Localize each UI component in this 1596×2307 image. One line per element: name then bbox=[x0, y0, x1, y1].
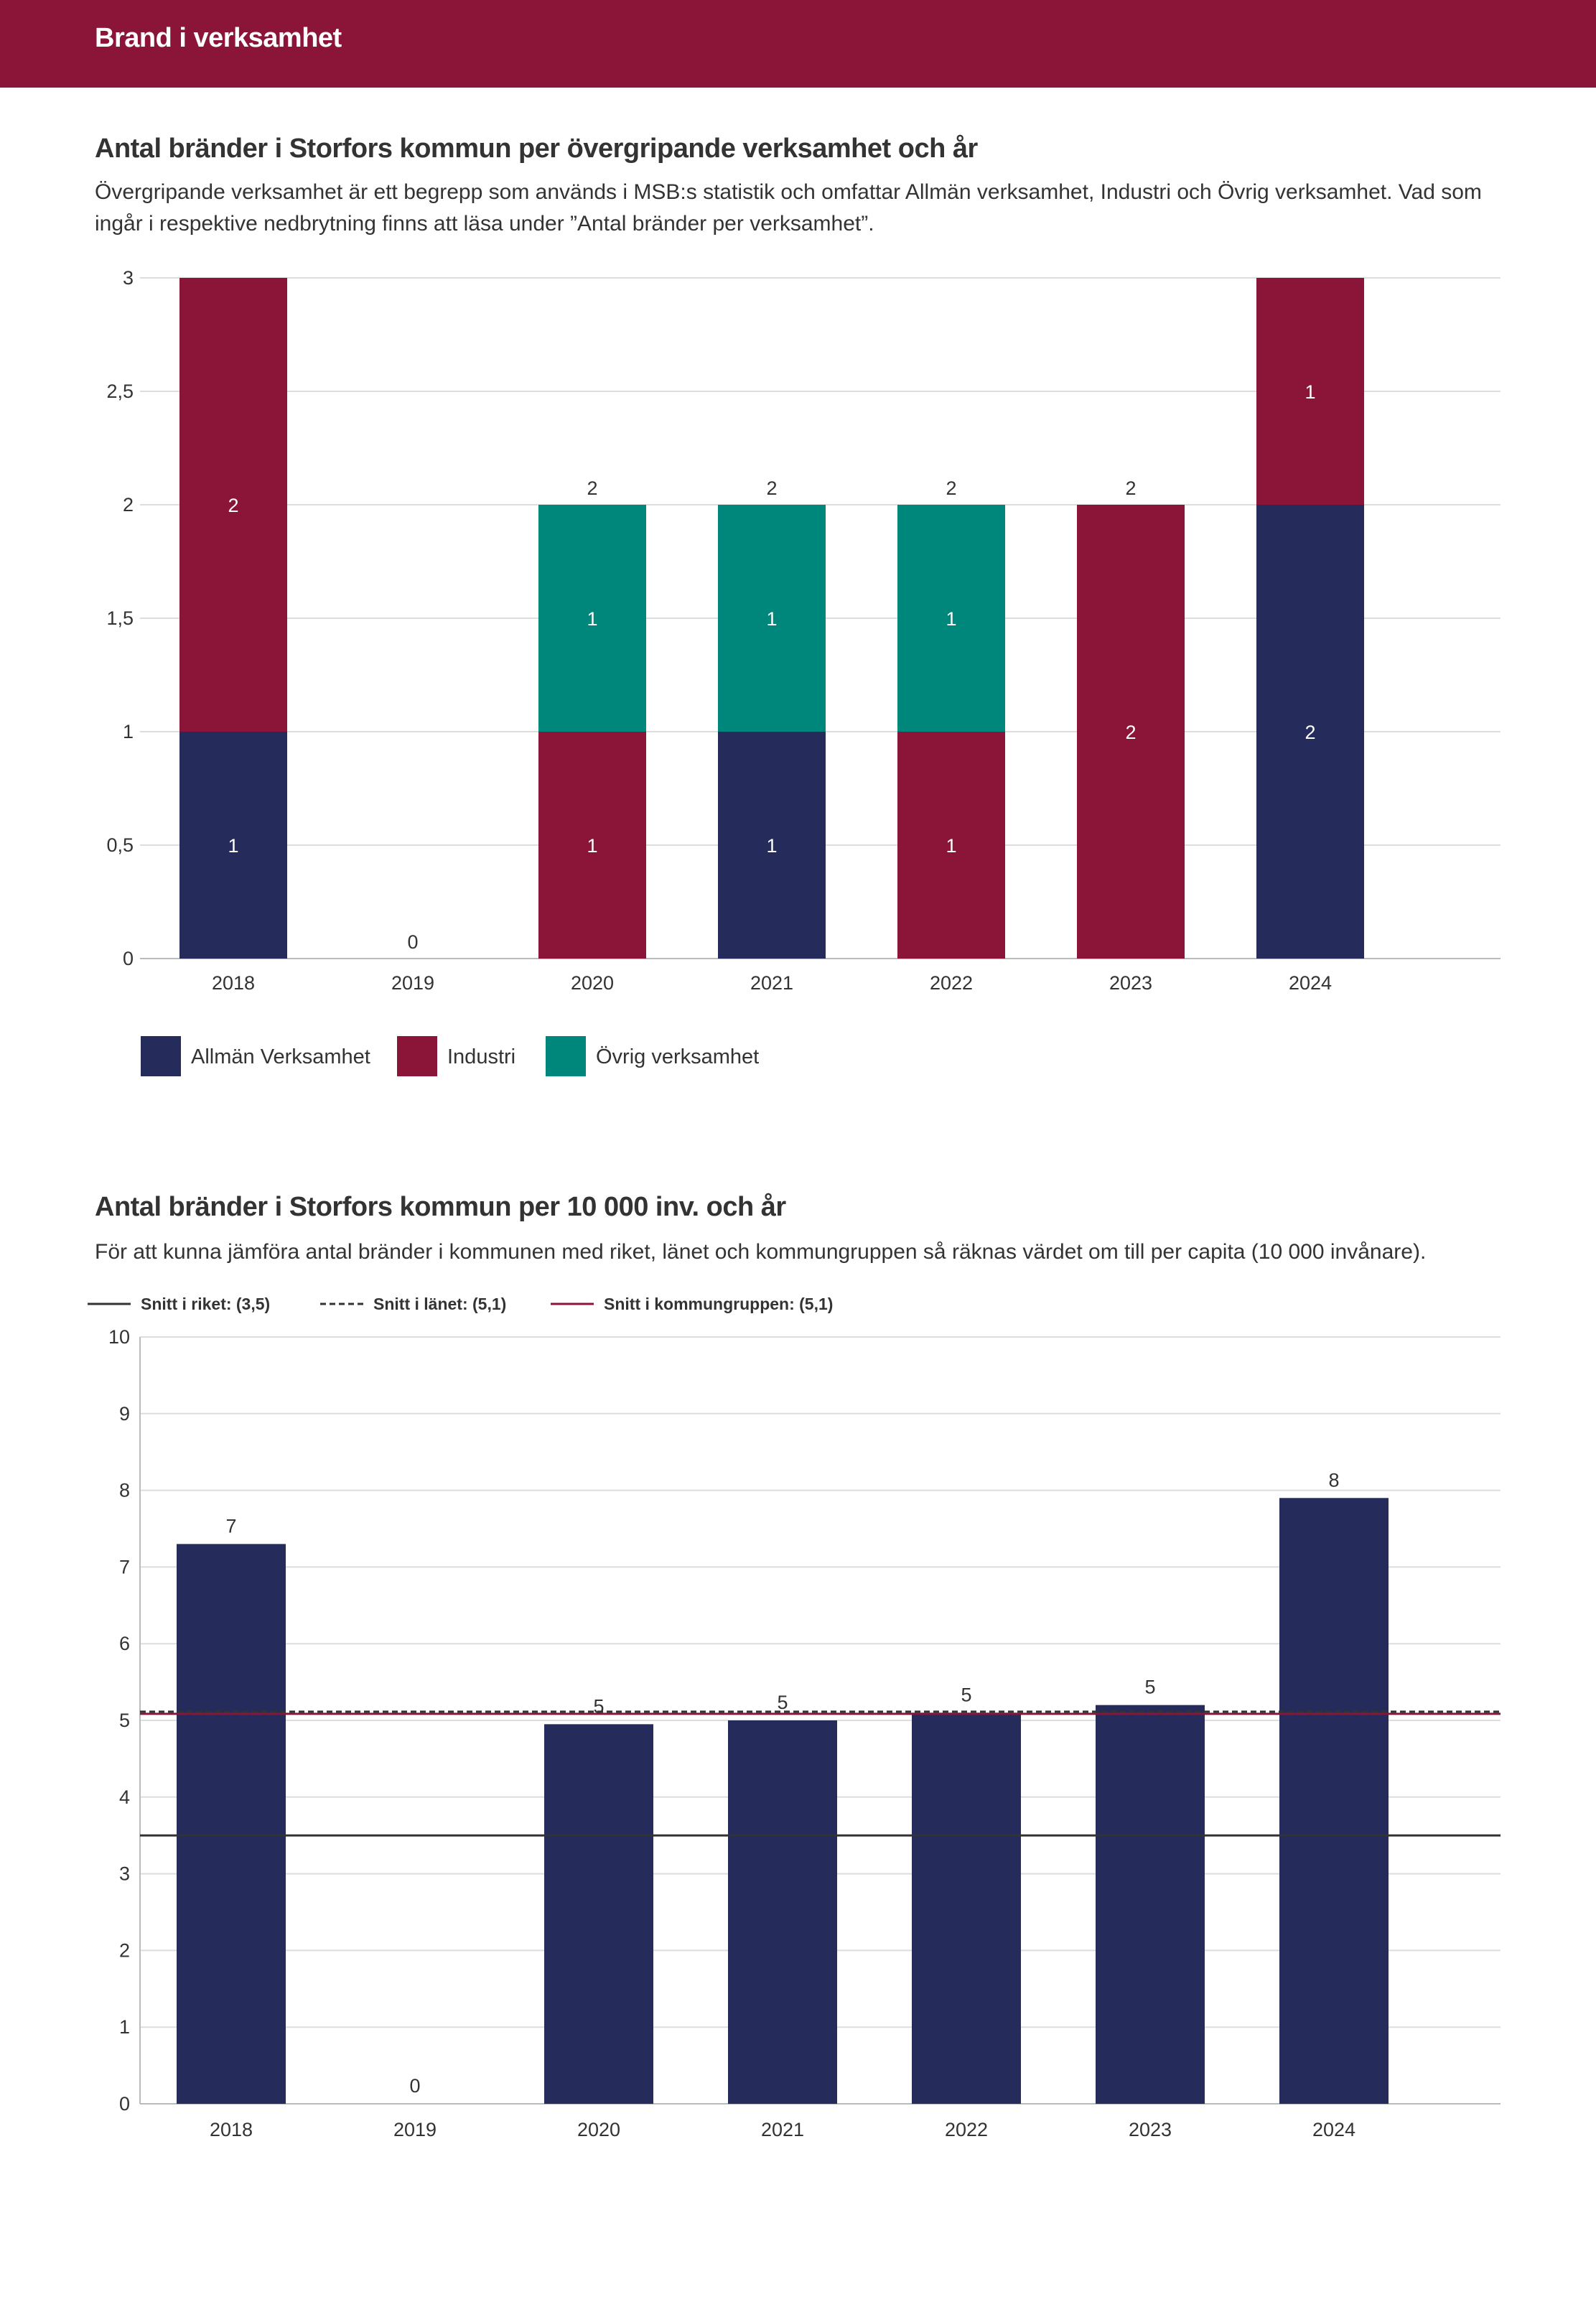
bar-segment bbox=[538, 505, 646, 732]
reference-legend-label: Snitt i länet: (5,1) bbox=[373, 1295, 506, 1313]
y-tick-label: 5 bbox=[119, 1710, 130, 1731]
x-tick-label: 2019 bbox=[393, 2119, 437, 2140]
total-value-label: 2 bbox=[766, 477, 777, 499]
total-value-label: 2 bbox=[946, 477, 956, 499]
legend-swatch bbox=[546, 1036, 586, 1076]
bar-value-label: 5 bbox=[1144, 1677, 1155, 1698]
segment-value-label: 1 bbox=[946, 835, 956, 857]
y-tick-label: 0,5 bbox=[106, 834, 134, 856]
y-tick-label: 7 bbox=[119, 1556, 130, 1577]
y-tick-label: 8 bbox=[119, 1480, 130, 1501]
x-tick-label: 2022 bbox=[930, 972, 973, 994]
total-value-label: 2 bbox=[1125, 477, 1136, 499]
x-tick-label: 2023 bbox=[1109, 972, 1152, 994]
y-tick-label: 10 bbox=[108, 1326, 130, 1348]
y-tick-label: 1 bbox=[123, 721, 134, 742]
segment-value-label: 1 bbox=[1305, 381, 1315, 403]
y-tick-label: 3 bbox=[119, 1863, 130, 1885]
y-tick-label: 1 bbox=[119, 2016, 130, 2038]
header-title: Brand i verksamhet bbox=[95, 23, 342, 53]
bar-segment bbox=[1256, 278, 1364, 505]
x-tick-label: 2018 bbox=[210, 2119, 253, 2140]
bar-value-label: 5 bbox=[777, 1692, 788, 1713]
y-tick-label: 2 bbox=[123, 494, 134, 516]
bar bbox=[177, 1544, 286, 2104]
bar-value-label: 8 bbox=[1328, 1469, 1339, 1491]
bar-value-label: 7 bbox=[225, 1515, 236, 1537]
reference-legend-label: Snitt i riket: (3,5) bbox=[141, 1295, 270, 1313]
bar bbox=[1096, 1705, 1205, 2104]
reference-legend-label: Snitt i kommungruppen: (5,1) bbox=[604, 1295, 833, 1313]
bar-value-label: 5 bbox=[961, 1684, 971, 1705]
total-value-label: 0 bbox=[407, 931, 418, 953]
chart2-title: Antal bränder i Storfors kommun per 10 0… bbox=[95, 1192, 786, 1222]
x-tick-label: 2024 bbox=[1312, 2119, 1355, 2140]
segment-value-label: 1 bbox=[766, 835, 777, 857]
bar-segment bbox=[718, 505, 826, 732]
x-tick-label: 2020 bbox=[571, 972, 614, 994]
segment-value-label: 1 bbox=[946, 608, 956, 630]
bar-segment bbox=[179, 278, 287, 732]
x-tick-label: 2018 bbox=[212, 972, 255, 994]
legend-label: Allmän Verksamhet bbox=[191, 1045, 370, 1068]
bar bbox=[728, 1720, 837, 2104]
y-tick-label: 4 bbox=[119, 1786, 130, 1808]
stacked-bar-chart-by-activity: 0 0,5 1 1,5 2 2,5 3 2018 1 2 2019 0 2020 1 1 2 2021 1 1 2 20… bbox=[106, 267, 1501, 1076]
segment-value-label: 1 bbox=[766, 608, 777, 630]
segment-value-label: 2 bbox=[1125, 722, 1136, 743]
y-tick-label: 0 bbox=[123, 948, 134, 969]
segment-value-label: 2 bbox=[1305, 722, 1315, 743]
segment-value-label: 1 bbox=[228, 835, 238, 857]
y-tick-label: 2 bbox=[119, 1939, 130, 1961]
y-tick-label: 3 bbox=[123, 267, 134, 289]
bar-value-label: 0 bbox=[409, 2075, 420, 2097]
bar-segment bbox=[897, 505, 1005, 732]
x-tick-label: 2023 bbox=[1129, 2119, 1172, 2140]
bar bbox=[544, 1724, 653, 2104]
bar bbox=[1279, 1498, 1389, 2104]
chart1-title: Antal bränder i Storfors kommun per över… bbox=[95, 134, 978, 164]
y-tick-label: 9 bbox=[119, 1403, 130, 1425]
bar-segment bbox=[538, 732, 646, 959]
y-tick-label: 2,5 bbox=[106, 381, 134, 402]
bar-segment bbox=[897, 732, 1005, 959]
chart1-description: Övergripande verksamhet är ett begrepp s… bbox=[95, 180, 1482, 236]
chart2-description: För att kunna jämföra antal bränder i ko… bbox=[95, 1240, 1427, 1264]
x-tick-label: 2022 bbox=[945, 2119, 988, 2140]
y-tick-label: 6 bbox=[119, 1633, 130, 1654]
bar-segment bbox=[179, 732, 287, 959]
page-header: Brand i verksamhet bbox=[0, 0, 1596, 88]
legend-swatch bbox=[141, 1036, 181, 1076]
x-tick-label: 2020 bbox=[577, 2119, 620, 2140]
bar bbox=[912, 1712, 1021, 2104]
legend-swatch bbox=[397, 1036, 437, 1076]
segment-value-label: 1 bbox=[587, 835, 597, 857]
legend-label: Industri bbox=[447, 1045, 515, 1068]
segment-value-label: 1 bbox=[587, 608, 597, 630]
x-tick-label: 2021 bbox=[761, 2119, 804, 2140]
x-tick-label: 2021 bbox=[750, 972, 793, 994]
x-tick-label: 2024 bbox=[1289, 972, 1332, 994]
bar-segment bbox=[718, 732, 826, 959]
x-tick-label: 2019 bbox=[391, 972, 434, 994]
legend-label: Övrig verksamhet bbox=[596, 1045, 759, 1068]
bar-segment bbox=[1256, 505, 1364, 959]
y-tick-label: 0 bbox=[119, 2093, 130, 2115]
total-value-label: 2 bbox=[587, 477, 597, 499]
per-capita-bar-chart: Snitt i riket: (3,5) Snitt i länet: (5,1)… bbox=[88, 1295, 1501, 2140]
segment-value-label: 2 bbox=[228, 495, 238, 516]
y-tick-label: 1,5 bbox=[106, 607, 134, 629]
bar-segment bbox=[1077, 505, 1185, 959]
